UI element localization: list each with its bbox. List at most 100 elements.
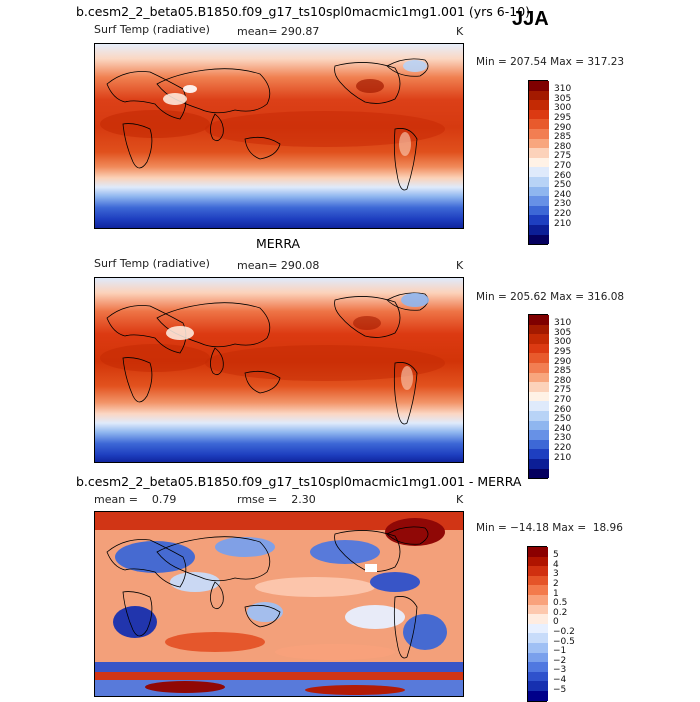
panel-obs-var-label: Surf Temp (radiative) [94,257,210,270]
colorbar-label: −3 [553,665,567,676]
colorbar-swatch [528,652,548,663]
colorbar-label: 210 [554,452,572,463]
colorbar-swatch [528,642,548,653]
colorbar-swatch [528,594,548,605]
colorbar-label: 295 [554,112,572,123]
colorbar-label: 305 [554,93,572,104]
colorbar-label: −0.2 [553,626,575,637]
colorbar-label: 270 [554,394,572,405]
colorbar-swatch [529,148,549,158]
colorbar-label: 290 [554,356,572,367]
colorbar-label: 270 [554,160,572,171]
colorbar-swatch [529,315,549,325]
colorbar-swatch [528,547,548,557]
colorbar-swatch [528,662,548,672]
colorbar-label: 230 [554,199,572,210]
colorbar-swatch [529,449,549,459]
colorbar-label: 3 [553,569,559,580]
colorbar-label: 285 [554,366,572,377]
panel-model-colorbar-swatches [528,80,549,246]
colorbar-swatch [529,458,549,469]
colorbar-label: 240 [554,423,572,434]
colorbar-swatch [529,90,549,101]
colorbar-swatch [528,633,548,643]
colorbar-swatch [529,196,549,206]
colorbar-swatch [528,690,548,701]
colorbar-label: 290 [554,122,572,133]
panel-model-map [94,43,464,229]
panel-model-title: b.cesm2_2_beta05.B1850.f09_g17_ts10spl0m… [76,4,531,19]
colorbar-label: 210 [554,218,572,229]
colorbar-swatch [529,138,549,149]
colorbar-swatch [529,468,549,479]
colorbar-label: 1 [553,588,559,599]
colorbar-swatch [529,157,549,168]
colorbar-swatch [529,362,549,373]
colorbar-label: 4 [553,559,559,570]
surface-temp-map-obs [95,278,463,462]
colorbar-swatch [529,234,549,245]
colorbar-label: 280 [554,141,572,152]
surface-temp-map-model [95,44,463,228]
colorbar-swatch [529,439,549,450]
panel-model-mean: mean= 290.87 [237,25,320,38]
colorbar-label: 220 [554,442,572,453]
colorbar-swatch [529,176,549,187]
colorbar-swatch [529,410,549,421]
panel-diff-colorbar-swatches [527,546,548,702]
panel-obs-title: MERRA [256,236,301,251]
panel-diff-title: b.cesm2_2_beta05.B1850.f09_g17_ts10spl0m… [76,474,522,489]
season-label: JJA [512,8,549,30]
colorbar-swatch [529,215,549,225]
panel-model-units: K [456,25,464,38]
colorbar-swatch [529,324,549,335]
colorbar-swatch [529,353,549,363]
colorbar-label: 0.5 [553,598,568,609]
colorbar-swatch [529,391,549,402]
colorbar-swatch [528,556,548,567]
colorbar-swatch [529,119,549,129]
colorbar-label: 5 [553,550,559,561]
colorbar-swatch [529,205,549,216]
colorbar-label: 2 [553,578,559,589]
colorbar-label: 260 [554,404,572,415]
colorbar-label: 310 [554,84,572,95]
colorbar-swatch [529,167,549,177]
panel-obs-map [94,277,464,463]
colorbar-swatch [529,128,549,139]
colorbar-label: 240 [554,189,572,200]
surface-temp-map-diff [95,512,463,696]
colorbar-swatch [529,224,549,235]
panel-obs-mean: mean= 290.08 [237,259,320,272]
colorbar-label: 280 [554,375,572,386]
colorbar-label: 0 [553,617,559,628]
colorbar-swatch [528,585,548,595]
panel-model-minmax: Min = 207.54 Max = 317.23 [476,56,625,68]
colorbar-label: −5 [553,684,567,695]
colorbar-label: 260 [554,170,572,181]
colorbar-label: 300 [554,103,572,114]
panel-obs-units: K [456,259,464,272]
colorbar-label: −1 [553,646,567,657]
panel-obs-minmax: Min = 205.62 Max = 316.08 [476,291,625,303]
colorbar-swatch [528,623,548,634]
colorbar-label: −0.5 [553,636,575,647]
colorbar-swatch [528,575,548,586]
colorbar-swatch [529,420,549,431]
colorbar-swatch [529,81,549,91]
colorbar-label: −4 [553,674,567,685]
colorbar-label: 220 [554,208,572,219]
colorbar-swatch [528,614,548,624]
colorbar-swatch [528,681,548,691]
colorbar-swatch [529,372,549,383]
colorbar-label: 285 [554,132,572,143]
colorbar-label: 305 [554,327,572,338]
panel-diff-units: K [456,493,464,506]
colorbar-swatch [528,604,548,615]
colorbar-swatch [529,382,549,392]
colorbar-label: 295 [554,346,572,357]
colorbar-swatch [529,343,549,354]
colorbar-swatch [528,566,548,576]
colorbar-swatch [529,334,549,344]
panel-diff-mean: mean = 0.79 [94,493,177,506]
